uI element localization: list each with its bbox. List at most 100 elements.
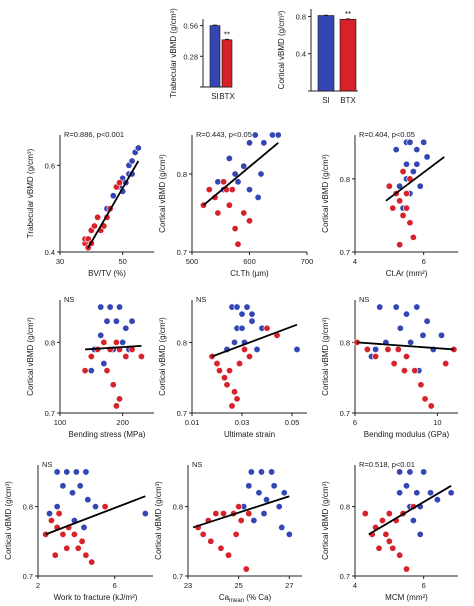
si-point: [423, 317, 431, 325]
y-tick-label: 0.8: [45, 338, 55, 347]
btx-point: [216, 367, 224, 375]
btx-point: [103, 367, 111, 375]
si-point: [72, 468, 80, 476]
btx-point: [112, 338, 120, 346]
category-label: SI: [322, 96, 330, 105]
btx-point: [394, 345, 402, 353]
si-point: [402, 310, 410, 318]
si-point: [260, 139, 268, 147]
si-point: [116, 303, 124, 311]
scatter-panel: 0.7 0.8 6 10 Cortical vBMD (g/cm³) Bending mo…: [321, 295, 458, 439]
regression-line: [356, 341, 454, 351]
btx-point: [378, 516, 386, 524]
y-tick-label: 0.28: [183, 52, 198, 61]
si-point: [257, 468, 265, 476]
si-point: [250, 516, 258, 524]
x-tick-label: 0.01: [185, 418, 200, 427]
btx-point: [55, 510, 63, 518]
regression-line: [85, 345, 142, 351]
btx-point: [137, 352, 145, 360]
btx-point: [101, 503, 109, 511]
regression-line: [192, 495, 290, 529]
si-point: [109, 192, 117, 200]
btx-point: [109, 381, 117, 389]
si-point: [376, 303, 384, 311]
btx-point: [78, 537, 86, 545]
btx-point: [402, 565, 410, 573]
btx-point: [409, 233, 417, 241]
si-point: [225, 154, 233, 162]
btx-point: [70, 530, 78, 538]
si-point: [251, 131, 259, 139]
si-point: [392, 146, 400, 154]
si-point: [134, 144, 142, 152]
btx-point: [241, 345, 249, 353]
btx-point: [207, 537, 215, 545]
scatter-panel: 0.7 0.8 500 600 700 Cortical vBMD (g/cm³) Ct.T…: [158, 130, 313, 278]
si-point: [247, 468, 255, 476]
si-point: [80, 523, 88, 531]
btx-point: [226, 367, 234, 375]
x-axis-label: MCM (mm²): [385, 593, 428, 602]
category-label: BTX: [340, 96, 356, 105]
si-point: [253, 345, 261, 353]
significance-label: **: [345, 10, 351, 19]
btx-point: [385, 510, 393, 518]
si-point: [233, 303, 241, 311]
y-axis-label: Cortical vBMD (g/cm³): [4, 481, 13, 560]
btx-point: [246, 217, 254, 225]
y-tick-label: 0.7: [45, 409, 55, 418]
si-point: [278, 523, 286, 531]
btx-point: [411, 367, 419, 375]
si-point: [409, 168, 417, 176]
si-point: [392, 303, 400, 311]
btx-point: [47, 516, 55, 524]
y-axis-label: Cortical vBMD (g/cm³): [321, 481, 330, 560]
x-tick-label: 4: [353, 257, 357, 266]
x-tick-label: 30: [56, 257, 64, 266]
btx-point: [385, 537, 393, 545]
btx-point: [421, 395, 429, 403]
btx-point: [234, 240, 242, 248]
si-point: [119, 338, 127, 346]
y-tick-label: 0.7: [177, 248, 187, 257]
si-point: [268, 131, 276, 139]
bar-si: [209, 25, 221, 88]
x-tick-label: 27: [285, 581, 293, 590]
btx-point: [384, 345, 392, 353]
x-tick-label: 0.05: [285, 418, 300, 427]
x-axis-label: Ultimate strain: [224, 430, 275, 439]
si-point: [141, 510, 149, 518]
si-point: [106, 303, 114, 311]
category-label: SI: [211, 92, 219, 101]
stat-annotation: NS: [196, 295, 206, 304]
btx-point: [220, 178, 228, 186]
btx-point: [361, 510, 369, 518]
si-point: [238, 310, 246, 318]
y-tick-label: 0.8: [177, 170, 187, 179]
btx-point: [375, 544, 383, 552]
btx-point: [231, 225, 239, 233]
btx-point: [221, 374, 229, 382]
si-point: [396, 468, 404, 476]
btx-point: [233, 395, 241, 403]
si-point: [100, 360, 108, 368]
btx-point: [263, 324, 271, 332]
y-axis-label: Cortical vBMD (g/cm³): [321, 154, 330, 233]
si-point: [248, 317, 256, 325]
si-point: [240, 162, 248, 170]
btx-point: [90, 222, 98, 230]
si-point: [372, 345, 380, 353]
x-axis-label: Bending stress (MPa): [69, 430, 146, 439]
btx-point: [246, 352, 254, 360]
si-point: [245, 482, 253, 490]
btx-point: [245, 510, 253, 518]
btx-point: [87, 352, 95, 360]
x-tick-label: 100: [54, 418, 67, 427]
regression-line: [45, 495, 146, 536]
btx-point: [116, 395, 124, 403]
si-point: [413, 146, 421, 154]
regression-line: [385, 156, 445, 202]
btx-point: [417, 381, 425, 389]
